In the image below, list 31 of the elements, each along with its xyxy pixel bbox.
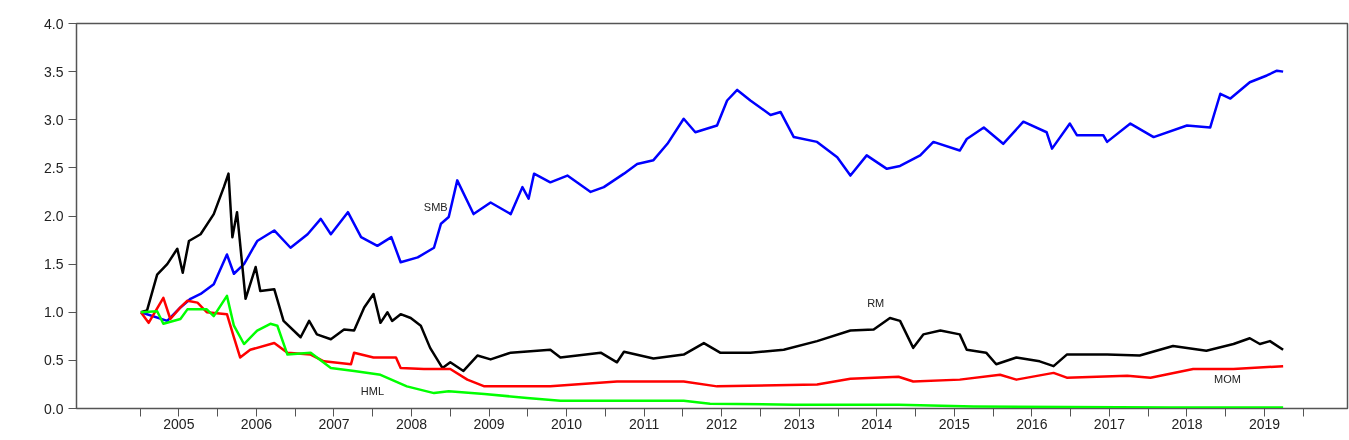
annotation: MOM: [1214, 373, 1241, 386]
x-tick-label: 2007: [318, 415, 350, 432]
y-tick-label: 2.0: [44, 208, 64, 224]
x-tick-label: 2010: [551, 415, 583, 432]
x-tick-label: 2018: [1171, 415, 1203, 432]
x-tick-label: 2005: [163, 415, 195, 432]
line-series: [139, 294, 1285, 409]
y-tick-label: 3.5: [44, 63, 64, 80]
annotation: HML: [360, 384, 385, 397]
y-tick-label: 0.5: [44, 352, 64, 369]
x-tick-label: 2006: [240, 415, 273, 432]
x-tick-label: 2013: [783, 415, 816, 432]
y-tick-label: 1.5: [44, 256, 64, 273]
x-tick-label: 2009: [473, 415, 505, 432]
x-tick-label: 2008: [395, 415, 428, 432]
x-tick-label: 2014: [861, 415, 893, 432]
x-tick-label: 2011: [629, 415, 660, 432]
x-tick-label: 2012: [706, 415, 738, 432]
y-tick-label: 0.0: [44, 400, 64, 417]
y-tick-label: 3.0: [44, 111, 64, 128]
y-tick-label: 2.5: [44, 159, 64, 176]
y-tick-label: 1.0: [44, 304, 64, 321]
x-tick-label: 2017: [1093, 415, 1126, 432]
annotation: SMB: [423, 200, 448, 213]
x-tick-label: 2019: [1248, 415, 1281, 432]
line-series: [139, 296, 1285, 388]
x-tick-label: 2016: [1016, 415, 1048, 432]
line-series: [139, 172, 1285, 373]
x-tick-label: 2015: [938, 415, 971, 432]
y-tick-label: 4.0: [44, 15, 64, 32]
annotation: RM: [867, 296, 885, 309]
